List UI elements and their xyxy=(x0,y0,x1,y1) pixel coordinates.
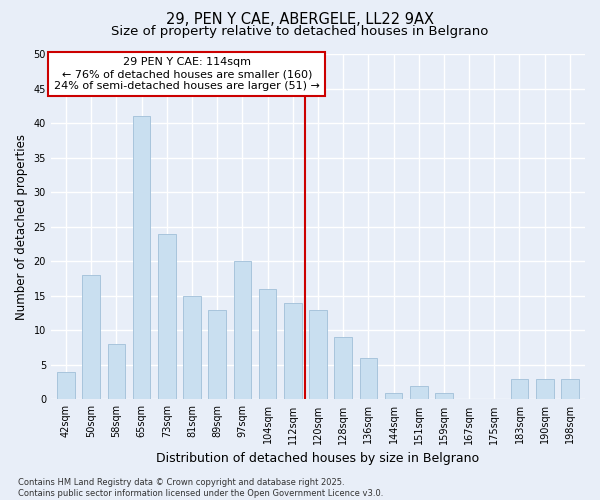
Bar xyxy=(158,234,176,400)
Text: 29, PEN Y CAE, ABERGELE, LL22 9AX: 29, PEN Y CAE, ABERGELE, LL22 9AX xyxy=(166,12,434,28)
Text: Size of property relative to detached houses in Belgrano: Size of property relative to detached ho… xyxy=(112,25,488,38)
Y-axis label: Number of detached properties: Number of detached properties xyxy=(15,134,28,320)
Bar xyxy=(82,275,100,400)
Bar xyxy=(410,386,428,400)
Bar xyxy=(259,289,277,400)
Bar xyxy=(385,392,403,400)
Bar xyxy=(183,296,201,400)
Bar xyxy=(233,262,251,400)
Bar xyxy=(208,310,226,400)
Bar xyxy=(107,344,125,400)
Bar xyxy=(359,358,377,400)
X-axis label: Distribution of detached houses by size in Belgrano: Distribution of detached houses by size … xyxy=(157,452,479,465)
Text: Contains HM Land Registry data © Crown copyright and database right 2025.
Contai: Contains HM Land Registry data © Crown c… xyxy=(18,478,383,498)
Bar xyxy=(561,378,579,400)
Text: 29 PEN Y CAE: 114sqm
← 76% of detached houses are smaller (160)
24% of semi-deta: 29 PEN Y CAE: 114sqm ← 76% of detached h… xyxy=(54,58,320,90)
Bar xyxy=(284,302,302,400)
Bar xyxy=(435,392,453,400)
Bar xyxy=(334,338,352,400)
Bar xyxy=(57,372,75,400)
Bar xyxy=(133,116,151,400)
Bar xyxy=(309,310,327,400)
Bar xyxy=(536,378,554,400)
Bar xyxy=(511,378,529,400)
